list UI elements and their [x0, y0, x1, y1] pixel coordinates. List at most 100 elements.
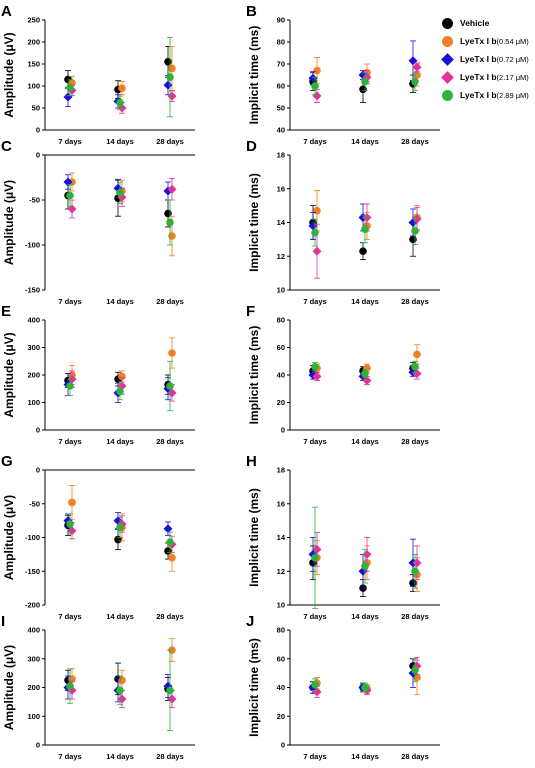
y-tick-label: 200: [27, 38, 40, 47]
marker-diamond: [167, 694, 177, 704]
y-tick-label: -200: [25, 601, 40, 610]
circle-marker-icon: [440, 16, 455, 30]
y-tick-label: 40: [277, 683, 285, 692]
y-tick-label: -50: [29, 499, 40, 508]
marker-circle: [164, 547, 172, 555]
marker-circle: [116, 523, 124, 532]
data-point: [411, 553, 419, 589]
data-point: [118, 81, 126, 96]
panel-h: H 10 12 14 16 18 Implicit time (ms) 7 days 14 da…: [246, 453, 440, 621]
marker-circle: [361, 369, 369, 378]
marker-circle: [411, 567, 419, 576]
legend-name: LyeTx I b: [460, 72, 497, 82]
y-tick-label: 50: [277, 104, 285, 113]
marker-diamond: [167, 184, 177, 194]
y-tick-label: -150: [25, 567, 40, 576]
marker-diamond: [362, 549, 372, 559]
marker-circle: [413, 350, 421, 359]
y-tick-label: 20: [277, 398, 285, 407]
legend-label: LyeTx I b(0.72 μM): [460, 54, 529, 64]
x-tick-label: 14 days: [351, 297, 379, 306]
y-tick-label: 400: [27, 626, 40, 635]
marker-circle: [361, 225, 369, 234]
marker-circle: [166, 382, 174, 390]
panel-e: E 0 100 200 300 400 Amplitude (μV) 7 days 14 day…: [1, 303, 195, 446]
data-point: [411, 360, 419, 373]
y-tick-label: 70: [277, 60, 285, 69]
marker-diamond: [167, 91, 177, 101]
marker-diamond: [312, 246, 322, 256]
data-point: [313, 57, 321, 85]
y-tick-label: 250: [27, 16, 40, 25]
y-tick-label: 0: [36, 466, 40, 475]
x-tick-label: 28 days: [156, 752, 184, 761]
legend-item: LyeTx I b(2.89 μM): [440, 88, 529, 102]
data-point: [312, 88, 322, 103]
marker-circle: [166, 686, 174, 695]
y-axis-label: Amplitude (μV): [2, 180, 16, 265]
marker-circle: [361, 683, 369, 692]
legend-dose: (0.72 μM): [496, 55, 529, 64]
y-tick-label: 12: [277, 252, 285, 261]
x-tick-label: 28 days: [156, 612, 184, 621]
y-tick-label: -150: [25, 286, 40, 295]
marker-circle: [116, 387, 124, 396]
x-tick-label: 7 days: [58, 137, 81, 146]
panel-letter: C: [1, 138, 12, 155]
marker-circle: [168, 232, 176, 240]
y-tick-label: 400: [27, 316, 40, 325]
y-axis-label: Amplitude (μV): [2, 495, 16, 580]
data-point: [361, 682, 369, 693]
panel-i: I 0 100 200 300 400 Amplitude (μV) 7 days 14 day…: [1, 613, 195, 761]
data-point: [164, 46, 172, 78]
marker-diamond: [362, 376, 372, 385]
x-tick-label: 7 days: [303, 297, 326, 306]
data-point: [361, 72, 369, 91]
y-tick-label: 100: [27, 398, 40, 407]
legend-name: LyeTx I b: [460, 54, 497, 64]
marker-circle: [114, 535, 122, 544]
legend-name: LyeTx I b: [460, 90, 497, 100]
y-tick-label: 0: [36, 741, 40, 750]
data-point: [166, 360, 174, 412]
panel-letter: G: [1, 453, 13, 470]
y-tick-label: 0: [281, 426, 285, 435]
marker-circle: [311, 82, 319, 90]
y-tick-label: -50: [29, 196, 40, 205]
data-point: [311, 218, 319, 247]
panel-letter: J: [246, 613, 254, 630]
data-point: [411, 72, 419, 91]
marker-circle: [168, 64, 176, 73]
x-tick-label: 28 days: [401, 297, 429, 306]
data-point: [67, 199, 77, 219]
panel-letter: D: [246, 138, 257, 155]
marker-circle: [118, 676, 126, 685]
marker-circle: [411, 666, 419, 675]
y-axis-label: Implicit time (ms): [247, 173, 261, 272]
data-point: [359, 242, 367, 261]
legend-dose: (2.89 μM): [496, 91, 529, 100]
x-tick-label: 14 days: [106, 297, 134, 306]
x-tick-label: 28 days: [401, 437, 429, 446]
y-tick-label: 0: [281, 741, 285, 750]
marker-diamond: [63, 177, 73, 187]
data-point: [166, 531, 174, 553]
panel-d: D 10 12 14 16 18 Implicit time (ms) 7 days 14 da…: [246, 138, 440, 306]
panel-letter: F: [246, 303, 255, 320]
marker-circle: [118, 84, 126, 92]
y-tick-label: 200: [27, 683, 40, 692]
marker-circle: [411, 77, 419, 86]
marker-circle: [66, 382, 74, 390]
y-tick-label: 20: [277, 712, 285, 721]
marker-circle: [116, 189, 124, 197]
marker-diamond: [312, 91, 322, 101]
y-tick-label: 12: [277, 567, 285, 576]
y-axis-label: Amplitude (μV): [2, 32, 16, 117]
marker-circle: [361, 562, 369, 570]
legend-item: LyeTx I b(0.54 μM): [440, 34, 529, 48]
x-tick-label: 14 days: [106, 612, 134, 621]
marker-circle: [313, 206, 321, 215]
data-point: [312, 371, 322, 381]
data-point: [166, 649, 174, 732]
